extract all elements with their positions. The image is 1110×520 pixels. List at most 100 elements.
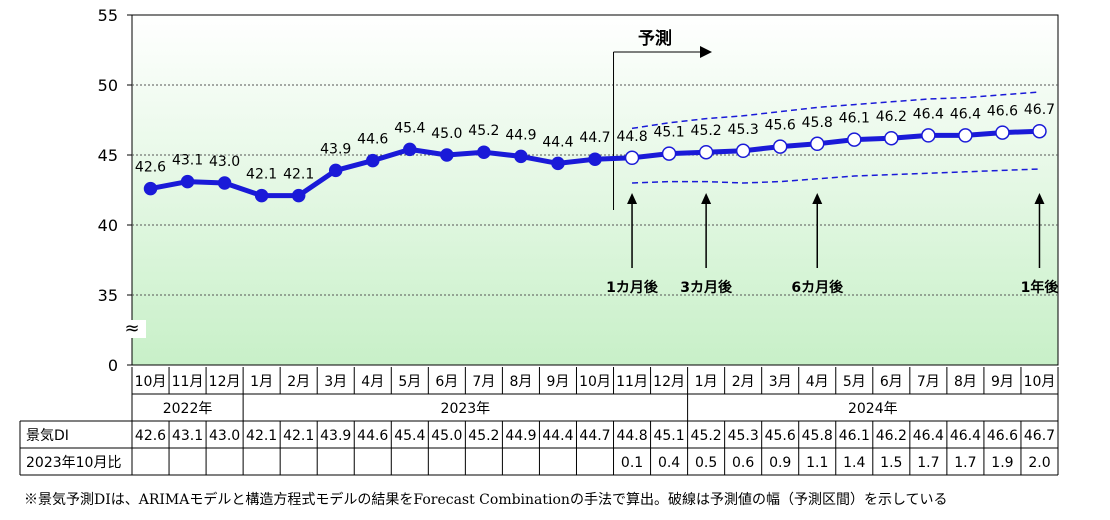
table-cell: 0.4 [658,455,680,471]
table-cell: 46.4 [950,428,981,444]
forecast-point [995,125,1010,140]
table-cell: 44.7 [579,428,610,444]
x-tick-label: 3月 [769,374,792,390]
annotation-label: 6カ月後 [791,279,844,296]
table-cell: 46.2 [876,428,907,444]
x-tick-label: 9月 [546,374,569,390]
annotation-arrow-head [627,193,638,204]
annotation-arrow-head [701,193,712,204]
table-cell: 0.6 [732,455,754,471]
forecast-point [698,144,714,160]
year-label: 2024年 [848,401,898,417]
table-cell: 43.0 [209,428,240,444]
y-tick-label: 55 [98,6,118,25]
data-label: 44.9 [505,127,536,143]
actual-point [514,149,528,164]
table-cell: 0.5 [695,455,717,471]
actual-point [254,188,269,203]
data-label: 42.1 [246,167,277,183]
table-cell: 1.1 [806,455,828,471]
data-label: 46.6 [987,104,1018,120]
x-tick-label: 9月 [991,374,1014,390]
x-tick-label: 7月 [472,374,495,390]
actual-point [366,153,380,168]
x-tick-label: 4月 [361,374,384,390]
x-tick-label: 2月 [732,374,755,390]
x-tick-label: 1月 [695,374,718,390]
data-label: 42.1 [283,167,314,183]
y-tick-label: 50 [98,76,118,95]
x-tick-label: 11月 [616,374,648,390]
x-tick-label: 5月 [398,374,421,390]
data-label: 43.9 [320,141,351,157]
annotation-arrow-head [812,193,823,204]
data-label: 44.6 [357,132,388,148]
forecast-point [624,150,640,166]
axis-break-icon: ≈ [124,318,139,339]
table-cell: 42.1 [246,428,277,444]
data-label: 44.8 [616,129,647,145]
forecast-arrow-head [700,46,712,58]
table-cell: 1.5 [880,455,902,471]
data-label: 45.6 [765,118,796,134]
y-tick-label: 45 [98,146,118,165]
data-label: 46.1 [839,111,870,127]
table-cell: 44.8 [616,428,647,444]
forecast-point [958,128,973,143]
table-cell: 44.6 [357,428,388,444]
table-cell: 45.8 [802,428,833,444]
x-tick-label: 8月 [954,374,977,390]
table-cell: 43.9 [320,428,351,444]
x-tick-label: 10月 [579,374,611,390]
actual-point [143,181,158,196]
data-label: 45.2 [468,123,499,139]
table-cell: 0.9 [769,455,791,471]
actual-point [440,148,454,162]
table-cell: 46.7 [1024,428,1055,444]
data-label: 46.4 [950,106,981,122]
table-cell: 45.6 [765,428,796,444]
data-label: 46.7 [1024,102,1055,118]
actual-point [403,142,417,157]
x-tick-label: 2月 [287,374,310,390]
x-tick-label: 12月 [209,374,241,390]
x-tick-label: 4月 [806,374,829,390]
actual-point [551,156,565,171]
plot-area [131,14,1059,366]
x-tick-label: 7月 [917,374,940,390]
footnote: ※景気予測DIは、ARIMAモデルと構造方程式モデルの結果をForecast C… [24,492,948,508]
x-tick-label: 10月 [135,374,167,390]
actual-point [477,145,491,159]
actual-point [217,176,232,190]
table-cell: 42.1 [283,428,314,444]
table-cell: 45.0 [431,428,462,444]
table-cell: 46.1 [839,428,870,444]
table-row-label: 2023年10月比 [26,455,121,471]
data-label: 45.2 [691,123,722,139]
data-label: 44.7 [579,130,610,146]
table-cell: 1.4 [843,455,865,471]
year-label: 2023年 [441,401,491,417]
data-label: 43.0 [209,154,240,170]
forecast-point [921,128,936,143]
year-label: 2022年 [163,401,213,417]
table-cell: 45.3 [728,428,759,444]
y-tick-label: 0 [108,356,118,375]
y-tick-label: 35 [98,286,118,305]
data-label: 42.6 [135,160,166,176]
data-label: 46.2 [876,109,907,125]
x-tick-label: 8月 [509,374,532,390]
table-cell: 46.4 [913,428,944,444]
x-tick-label: 6月 [880,374,903,390]
table-cell: 1.7 [954,455,976,471]
table-cell: 44.9 [505,428,536,444]
x-tick-label: 3月 [324,374,347,390]
interval-line [632,168,1040,184]
data-label: 45.4 [394,120,425,136]
table-cell: 43.1 [172,428,203,444]
table-cell: 44.4 [542,428,573,444]
x-tick-label: 5月 [843,374,866,390]
axis-break-mask [118,320,146,338]
